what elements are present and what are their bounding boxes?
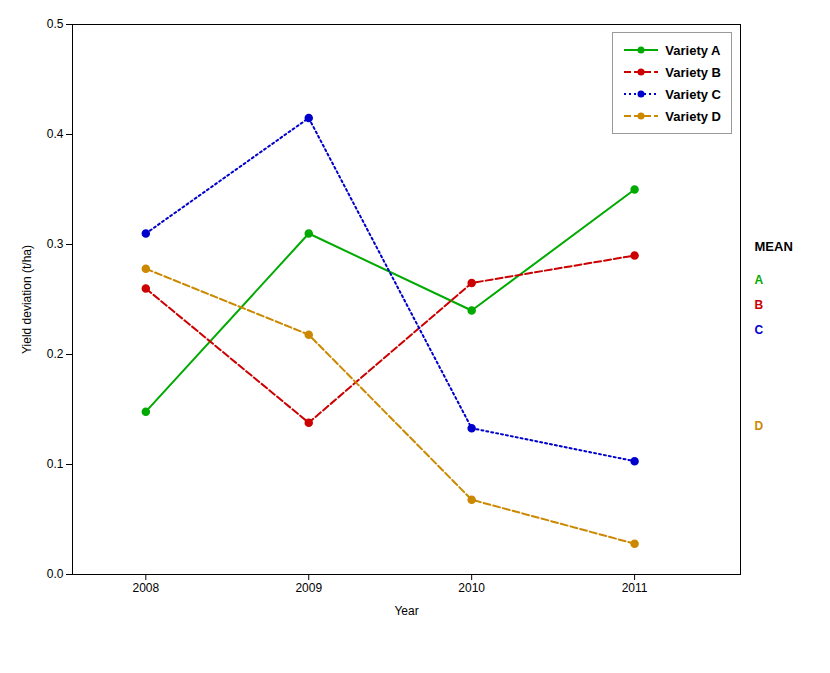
svg-text:2008: 2008 xyxy=(132,581,159,595)
svg-text:0.5: 0.5 xyxy=(47,17,64,31)
html-text:Variety B: Variety B xyxy=(665,64,721,80)
svg-text:0.2: 0.2 xyxy=(47,347,64,361)
svg-text:B: B xyxy=(755,298,764,312)
svg-text:2011: 2011 xyxy=(622,581,648,595)
svg-text:D: D xyxy=(755,419,764,433)
svg-text:0.1: 0.1 xyxy=(47,457,64,471)
svg-text:A: A xyxy=(755,273,764,287)
svg-text:0.4: 0.4 xyxy=(47,127,64,141)
svg-text:2010: 2010 xyxy=(458,581,485,595)
html-text:Variety A: Variety A xyxy=(665,42,721,58)
svg-text:C: C xyxy=(755,323,764,337)
svg-text:0.3: 0.3 xyxy=(47,237,64,251)
svg-text:MEAN: MEAN xyxy=(755,239,793,254)
svg-text:Year: Year xyxy=(394,604,418,618)
svg-text:0.0: 0.0 xyxy=(47,567,64,581)
svg-text:Yield deviation (t/ha): Yield deviation (t/ha) xyxy=(20,245,34,354)
html-text:Variety C: Variety C xyxy=(665,86,721,102)
html-text:Variety D: Variety D xyxy=(665,108,721,124)
svg-text:2009: 2009 xyxy=(295,581,322,595)
